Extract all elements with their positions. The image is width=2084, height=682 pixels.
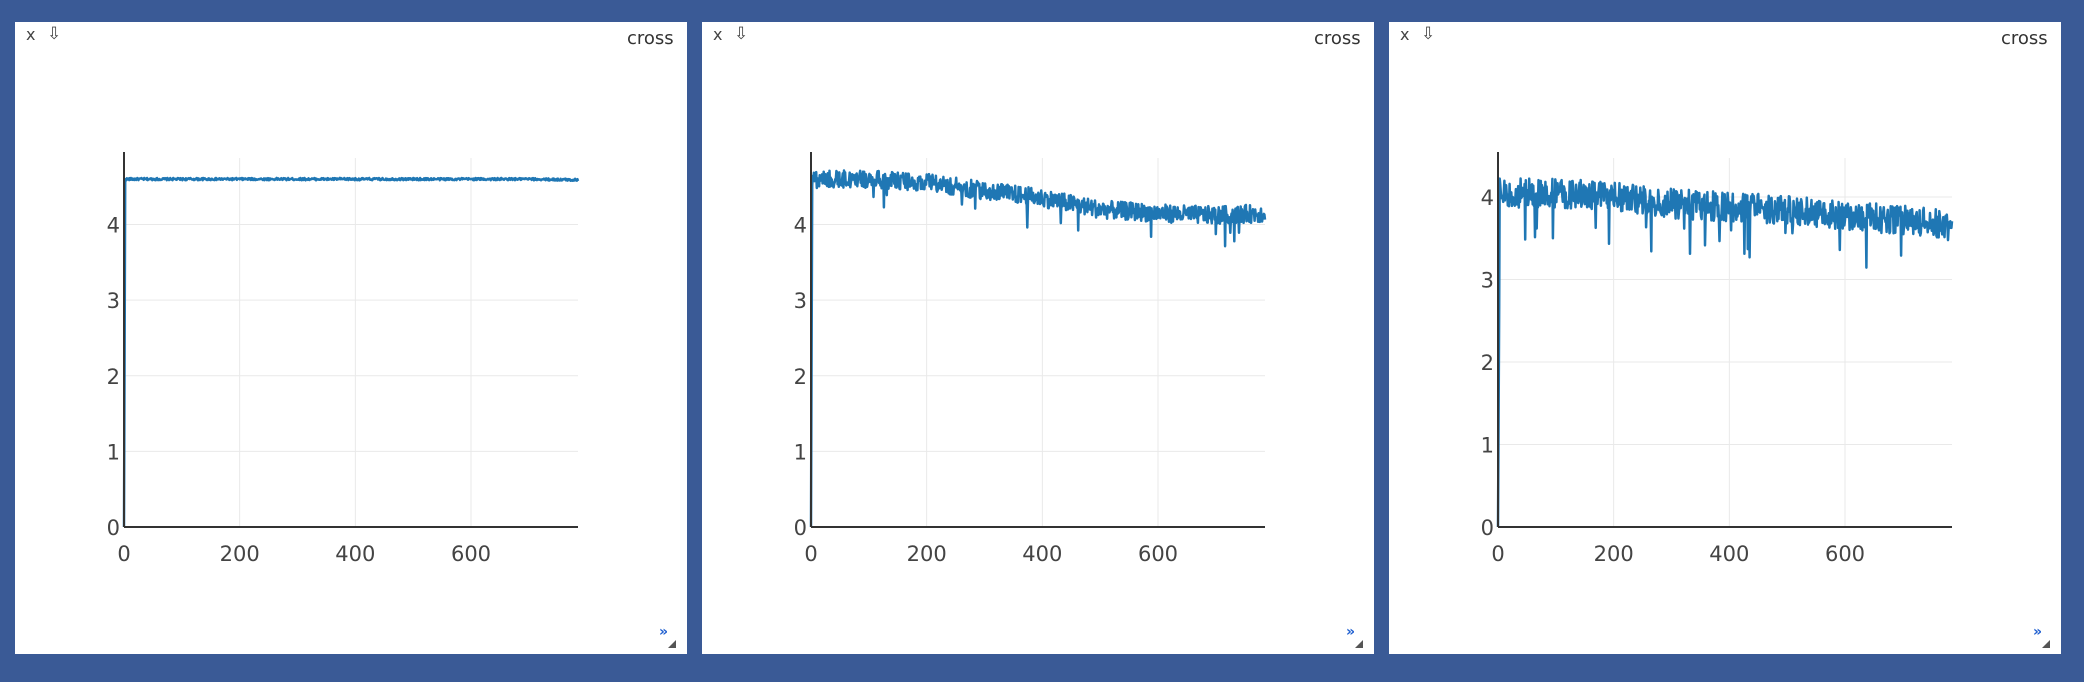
close-icon[interactable]: x (713, 25, 723, 44)
series-line (122, 176, 580, 528)
y-tick-label: 0 (1481, 516, 1494, 540)
y-tick-label: 4 (1481, 186, 1494, 210)
series-line (809, 169, 1267, 528)
x-tick-label: 200 (220, 542, 260, 566)
y-tick-label: 1 (1481, 434, 1494, 458)
x-tick-label: 200 (1594, 542, 1634, 566)
y-tick-label: 2 (794, 365, 807, 389)
chart-panel-1: x ⇩ cross 0 200 400 600 0 1 2 3 4 » (15, 22, 687, 654)
download-icon[interactable]: ⇩ (1421, 24, 1436, 44)
panel-title: cross (1314, 28, 1361, 49)
download-icon[interactable]: ⇩ (47, 24, 62, 44)
line-chart: 0 200 400 600 0 1 2 3 4 (107, 152, 580, 566)
y-tick-label: 3 (107, 289, 120, 313)
close-icon[interactable]: x (1400, 25, 1410, 44)
expand-icon[interactable]: » (2033, 624, 2053, 648)
y-tick-label: 2 (1481, 351, 1494, 375)
line-chart: 0 200 400 600 0 1 2 3 4 (1481, 152, 1954, 566)
y-tick-label: 2 (107, 365, 120, 389)
x-tick-label: 200 (907, 542, 947, 566)
series-line (1496, 177, 1954, 528)
x-tick-label: 0 (804, 542, 817, 566)
x-tick-label: 0 (117, 542, 130, 566)
x-tick-label: 400 (335, 542, 375, 566)
x-tick-label: 400 (1709, 542, 1749, 566)
y-tick-label: 3 (794, 289, 807, 313)
panel-title: cross (627, 28, 674, 49)
close-icon[interactable]: x (26, 25, 36, 44)
x-tick-label: 600 (451, 542, 491, 566)
x-tick-label: 600 (1825, 542, 1865, 566)
download-icon[interactable]: ⇩ (734, 24, 749, 44)
x-tick-label: 400 (1022, 542, 1062, 566)
line-chart: 0 200 400 600 0 1 2 3 4 (794, 152, 1267, 566)
y-tick-label: 0 (794, 516, 807, 540)
chart-panel-2: x ⇩ cross 0 200 400 600 0 1 2 3 4 » (702, 22, 1374, 654)
y-tick-label: 4 (794, 214, 807, 238)
y-tick-label: 0 (107, 516, 120, 540)
panel-title: cross (2001, 28, 2048, 49)
y-tick-label: 3 (1481, 269, 1494, 293)
x-tick-label: 0 (1491, 542, 1504, 566)
expand-icon[interactable]: » (1346, 624, 1366, 648)
y-tick-label: 1 (794, 440, 807, 464)
chart-panel-3: x ⇩ cross 0 200 400 600 0 1 2 3 4 » (1389, 22, 2061, 654)
y-tick-label: 4 (107, 214, 120, 238)
y-tick-label: 1 (107, 440, 120, 464)
expand-icon[interactable]: » (659, 624, 679, 648)
x-tick-label: 600 (1138, 542, 1178, 566)
